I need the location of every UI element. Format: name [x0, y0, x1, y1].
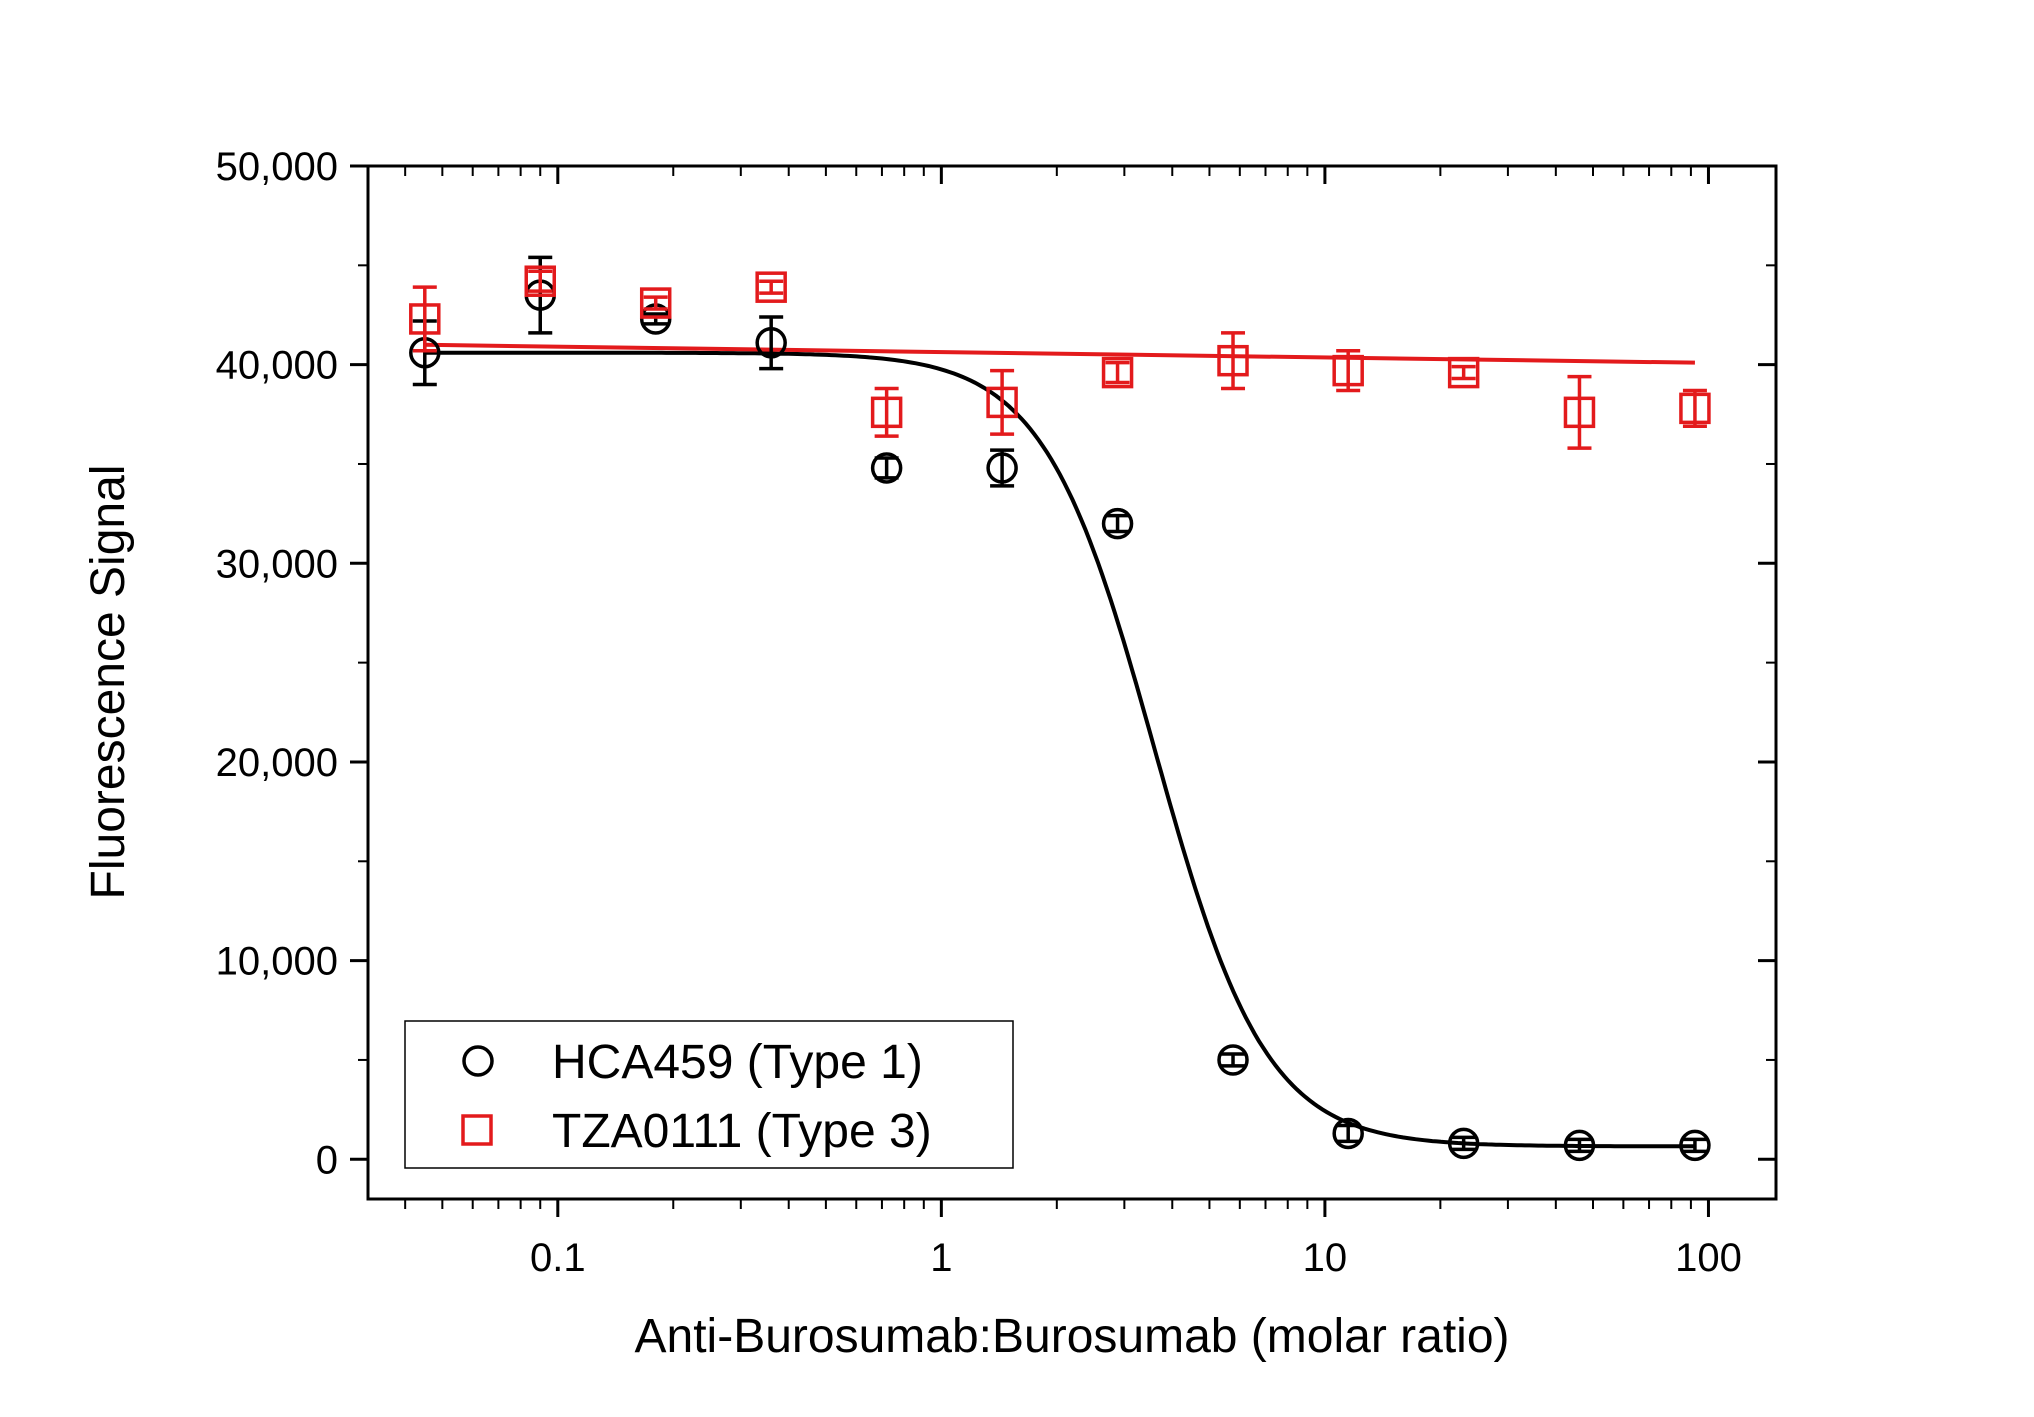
y-tick-label: 30,000: [216, 542, 338, 586]
plot-frame: [366, 164, 1778, 1201]
data-points: [409, 255, 1711, 1162]
data-point-tza0111: [1101, 356, 1134, 389]
data-point-hca459: [1217, 1044, 1249, 1076]
legend-marker-hca459: [462, 1045, 494, 1077]
fit-curves: [424, 342, 1695, 1149]
data-point-hca459: [1332, 1117, 1364, 1150]
data-point-tza0111: [870, 396, 903, 429]
x-tick-label: 1: [930, 1236, 952, 1280]
data-point-tza0111: [1217, 344, 1249, 377]
x-tick-labels: 0.1 1 10 100: [530, 1236, 1742, 1280]
x-axis-title: Anti-Burosumab:Burosumab (molar ratio): [635, 1310, 1510, 1363]
x-tick-label: 0.1: [530, 1236, 586, 1280]
data-point-tza0111: [1332, 354, 1364, 387]
data-point-tza0111: [409, 303, 441, 335]
data-point-hca459: [755, 327, 787, 359]
y-tick-labels: 0 10,000 20,000 30,000 40,000 50,000: [216, 145, 338, 1182]
y-tick-label: 40,000: [216, 344, 338, 388]
data-point-tza0111: [524, 265, 557, 297]
y-tick-label: 20,000: [216, 741, 338, 785]
data-point-tza0111: [1679, 392, 1711, 425]
legend-label-hca459: HCA459 (Type 1): [552, 1036, 923, 1089]
data-point-hca459: [1447, 1127, 1480, 1160]
data-point-tza0111: [639, 287, 672, 319]
y-axis-title: Fluorescence Signal: [82, 465, 135, 900]
y-tick-label: 50,000: [216, 145, 338, 189]
axis-ticks: [350, 164, 1776, 1217]
data-point-tza0111: [986, 386, 1018, 419]
data-point-tza0111: [755, 271, 787, 303]
data-point-hca459: [1101, 507, 1134, 540]
data-point-tza0111: [1447, 356, 1480, 389]
fit-curve-hca459: [424, 350, 1695, 1149]
legend-label-tza0111: TZA0111 (Type 3): [552, 1105, 932, 1158]
y-tick-label: 0: [316, 1138, 338, 1182]
data-point-tza0111: [1563, 396, 1596, 429]
data-point-hca459: [1679, 1129, 1711, 1162]
data-point-hca459: [986, 452, 1018, 484]
legend-marker-tza0111: [461, 1114, 493, 1146]
x-tick-label: 10: [1303, 1236, 1348, 1280]
legend-box: [404, 1020, 1014, 1169]
y-tick-label: 10,000: [216, 940, 338, 984]
data-point-hca459: [1563, 1129, 1596, 1162]
x-tick-label: 100: [1675, 1236, 1742, 1280]
legend: HCA459 (Type 1) TZA0111 (Type 3): [404, 1020, 1014, 1169]
data-point-hca459: [870, 452, 903, 484]
fit-curve-tza0111: [424, 342, 1695, 365]
